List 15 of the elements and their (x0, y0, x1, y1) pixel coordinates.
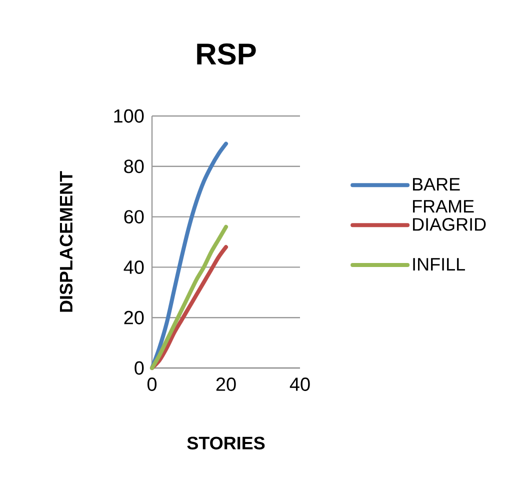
y-axis-title: DISPLACEMENT (60, 171, 73, 312)
y-tick-label: 60 (124, 210, 144, 224)
legend-label: INFILL (413, 258, 465, 270)
chart-title: RSP (197, 43, 256, 65)
x-tick-label: 40 (290, 378, 310, 391)
y-tick-label: 40 (124, 260, 144, 274)
x-tick-label: 20 (216, 378, 236, 391)
x-tick-label: 0 (147, 378, 157, 391)
y-tick-label: 80 (124, 160, 144, 174)
y-tick-label: 20 (124, 310, 144, 324)
y-tick-label: 0 (134, 361, 144, 375)
legend-label: BARE FRAME (413, 178, 474, 213)
legend-label: DIAGRID (413, 218, 486, 231)
x-axis-title: STORIES (187, 436, 265, 450)
y-tick-label: 100 (114, 109, 144, 123)
